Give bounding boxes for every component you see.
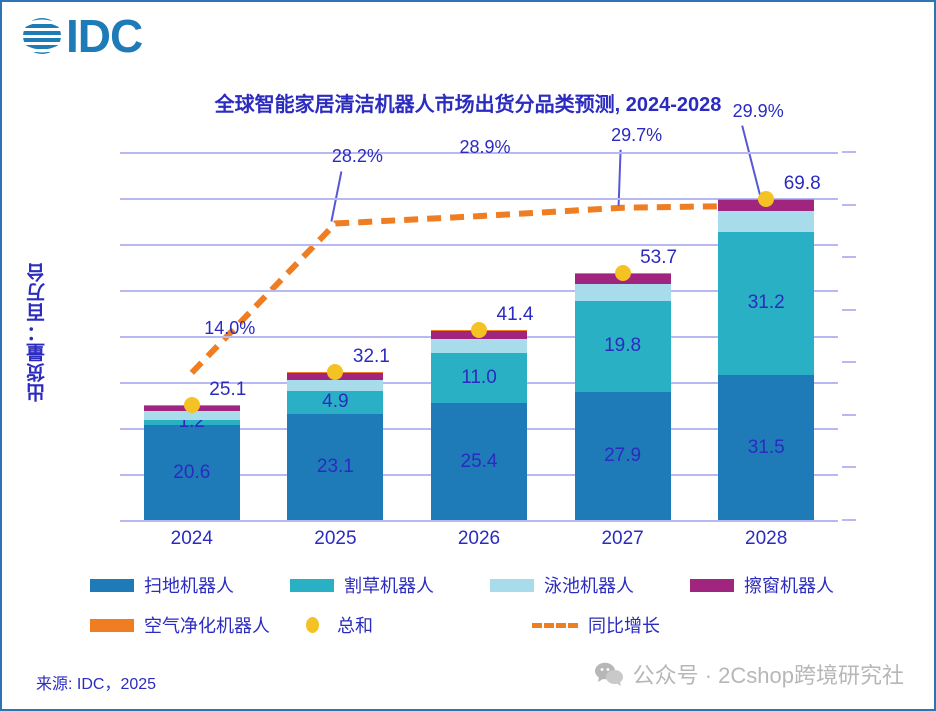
bar-segment[interactable]: 20.6 — [143, 425, 240, 520]
color-swatch-icon — [290, 578, 334, 592]
bar-group[interactable]: 23.1 4.9 — [287, 372, 384, 520]
plot-area: 8070605040302010-35.0%30.0%25.0%20.0%15.… — [120, 101, 856, 549]
total-value-label: 25.1 — [209, 378, 247, 400]
watermark: 公众号 · 2Cshop跨境研究社 — [594, 658, 904, 690]
legend-label: 扫地机器人 — [144, 576, 234, 596]
y-axis-right-tick-mark — [842, 203, 856, 206]
y-axis-right-tick-mark — [842, 519, 856, 521]
y-axis-right-tick-mark — [842, 308, 856, 311]
bar-segment[interactable] — [287, 379, 384, 392]
bar-segment[interactable] — [718, 210, 815, 232]
x-axis-tick: 2027 — [601, 528, 644, 549]
bar-segment-value: 25.4 — [460, 450, 498, 472]
color-swatch-icon — [490, 578, 534, 592]
idc-wordmark: IDC — [66, 10, 143, 62]
bar-segment[interactable]: 4.9 — [287, 391, 384, 414]
x-axis-tick: 2025 — [314, 528, 357, 549]
legend-label: 割草机器人 — [344, 576, 434, 596]
idc-logo: IDC — [20, 10, 143, 62]
total-value-label: 32.1 — [352, 346, 390, 368]
chart-legend: 扫地机器人 割草机器人 泳池机器人 擦窗机器人 空气净化机器人 总和 — [90, 572, 890, 652]
total-marker-dot[interactable] — [758, 190, 775, 207]
bar-group[interactable]: 31.5 31.2 — [718, 198, 815, 520]
bar-segment-value: 31.2 — [747, 292, 785, 314]
bar-segment-value: 31.5 — [747, 436, 785, 458]
wechat-icon — [594, 662, 624, 686]
chart-title: 全球智能家居清洁机器人市场出货分品类预测, 2024-2028 — [214, 94, 722, 116]
bar-segment[interactable] — [574, 283, 671, 301]
total-marker-dot[interactable] — [614, 264, 631, 281]
y-axis-right-tick-mark — [842, 151, 856, 153]
growth-rate-label: 29.9% — [732, 100, 784, 121]
bar-segment[interactable]: 27.9 — [574, 391, 671, 520]
bar-segment[interactable]: 19.8 — [574, 300, 671, 392]
legend-label: 擦窗机器人 — [744, 576, 834, 596]
x-axis-tick: 2024 — [170, 528, 213, 549]
legend-label: 同比增长 — [588, 616, 660, 636]
gridline — [120, 290, 838, 292]
total-value-label: 53.7 — [640, 246, 678, 268]
y-axis-right-tick-mark — [842, 466, 856, 469]
total-marker-dot[interactable] — [327, 364, 344, 381]
bar-segment[interactable]: 11.0 — [431, 352, 527, 404]
bar-segment[interactable] — [431, 338, 527, 353]
legend-item-yoy-growth[interactable]: 同比增长 — [532, 612, 660, 638]
legend-item-air-purifier-robot[interactable]: 空气净化机器人 — [90, 612, 290, 638]
legend-item-pool-robot[interactable]: 泳池机器人 — [490, 572, 690, 598]
gridline — [120, 152, 838, 154]
growth-trend-line — [189, 125, 767, 375]
color-swatch-icon — [90, 618, 134, 632]
gridline — [120, 244, 838, 246]
growth-rate-label: 14.0% — [204, 317, 256, 338]
bar-group[interactable]: 20.6 1.2 — [143, 404, 240, 520]
bar-segment[interactable]: 1.2 — [143, 411, 240, 432]
bar-segment[interactable]: 31.2 — [718, 231, 815, 376]
y-axis-right-tick-mark — [842, 361, 856, 364]
gridline — [120, 198, 838, 200]
legend-item-total[interactable]: 总和 — [290, 612, 490, 638]
y-axis-left-title: 出货量：百万台 — [27, 262, 48, 402]
growth-rate-label: 28.2% — [331, 146, 383, 167]
legend-item-mowing-robot[interactable]: 割草机器人 — [290, 572, 490, 598]
growth-rate-label: 28.9% — [459, 137, 511, 158]
bar-segment[interactable] — [143, 410, 240, 420]
legend-label: 泳池机器人 — [544, 576, 634, 596]
source-note: 来源: IDC，2025 — [36, 676, 157, 693]
bar-segment-value: 11.0 — [461, 366, 497, 388]
bar-segment[interactable]: 23.1 — [287, 413, 384, 520]
bar-segment[interactable]: 31.5 — [718, 375, 815, 520]
total-value-label: 41.4 — [496, 303, 534, 325]
bar-segment-value: 23.1 — [316, 455, 354, 477]
bar-segment[interactable]: 25.4 — [431, 403, 527, 520]
growth-rate-label: 29.7% — [611, 124, 663, 145]
dashed-line-icon — [532, 622, 578, 628]
color-swatch-icon — [690, 578, 734, 592]
bar-group[interactable]: 25.4 11.0 — [431, 329, 527, 520]
bar-segment-value: 4.9 — [322, 391, 349, 413]
legend-row-1: 扫地机器人 割草机器人 泳池机器人 擦窗机器人 — [90, 572, 890, 598]
y-axis-right-tick-mark — [842, 413, 856, 416]
total-marker-dot[interactable] — [471, 321, 487, 338]
legend-item-window-robot[interactable]: 擦窗机器人 — [690, 572, 834, 598]
idc-globe-icon — [20, 14, 64, 58]
marker-dot-icon — [306, 617, 319, 633]
gridline — [120, 520, 838, 522]
bar-segment-value: 19.8 — [604, 335, 642, 357]
total-marker-dot[interactable] — [183, 396, 200, 413]
legend-label: 空气净化机器人 — [144, 616, 270, 636]
color-swatch-icon — [90, 578, 134, 592]
legend-row-2: 空气净化机器人 总和 同比增长 — [90, 612, 890, 638]
bar-segment-value: 20.6 — [173, 461, 211, 483]
total-value-label: 69.8 — [783, 172, 821, 194]
legend-item-sweeping-robot[interactable]: 扫地机器人 — [90, 572, 290, 598]
watermark-text: 公众号 · 2Cshop跨境研究社 — [632, 663, 904, 688]
bar-group[interactable]: 27.9 19.8 — [574, 273, 671, 520]
x-axis-tick: 2028 — [745, 528, 788, 549]
y-axis-right-tick-mark — [842, 256, 856, 259]
legend-label: 总和 — [337, 616, 373, 636]
bar-segment-value: 27.9 — [604, 444, 642, 466]
x-axis-tick: 2026 — [457, 528, 501, 549]
